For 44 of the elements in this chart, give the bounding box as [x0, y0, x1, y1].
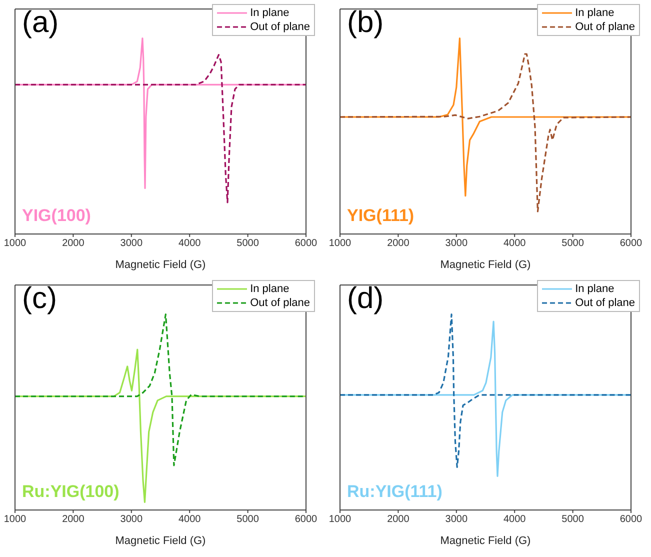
x-tick-label: 6000 — [294, 238, 318, 250]
x-tick-label: 2000 — [387, 238, 410, 250]
x-tick-label: 5000 — [562, 238, 584, 250]
legend-label: Out of plane — [575, 296, 635, 310]
x-tick-label: 3000 — [120, 238, 143, 250]
legend-label: Out of plane — [575, 20, 635, 34]
x-tick-label: 5000 — [236, 514, 260, 526]
x-tick-label: 4000 — [178, 238, 202, 250]
chart-title: (a) — [22, 6, 59, 40]
x-axis-title: Magnetic Field (G) — [440, 535, 531, 547]
annotation: Ru:YIG(100) — [22, 482, 120, 502]
x-tick-label: 5000 — [236, 238, 260, 250]
legend-label: In plane — [250, 6, 290, 20]
legend-label: In plane — [575, 282, 614, 296]
annotation: Ru:YIG(111) — [347, 482, 442, 502]
x-tick-label: 4000 — [503, 238, 526, 250]
x-axis-title: Magnetic Field (G) — [115, 259, 206, 271]
annotation: YIG(100) — [22, 206, 91, 226]
annotation: YIG(111) — [347, 206, 414, 226]
x-axis-title: Magnetic Field (G) — [440, 259, 531, 271]
legend-label: Out of plane — [250, 20, 310, 34]
x-tick-label: 2000 — [62, 238, 85, 250]
x-tick-label: 1000 — [328, 238, 352, 250]
x-tick-label: 3000 — [120, 514, 143, 526]
x-tick-label: 1000 — [328, 514, 352, 526]
legend-label: In plane — [250, 282, 290, 296]
x-axis-title: Magnetic Field (G) — [115, 535, 206, 547]
x-tick-label: 4000 — [503, 514, 526, 526]
chart-title: (c) — [22, 282, 57, 316]
x-tick-label: 3000 — [445, 238, 468, 250]
x-tick-label: 3000 — [445, 514, 468, 526]
chart-title: (b) — [347, 6, 384, 40]
legend-label: Out of plane — [250, 296, 310, 310]
x-tick-label: 2000 — [387, 514, 410, 526]
x-tick-label: 5000 — [562, 514, 584, 526]
x-tick-label: 1000 — [4, 514, 27, 526]
x-tick-label: 6000 — [620, 514, 643, 526]
x-tick-label: 6000 — [294, 514, 318, 526]
x-tick-label: 6000 — [620, 238, 643, 250]
legend-label: In plane — [575, 6, 614, 20]
x-tick-label: 1000 — [4, 238, 27, 250]
x-tick-label: 4000 — [178, 514, 202, 526]
chart-title: (d) — [347, 282, 384, 316]
x-tick-label: 2000 — [62, 514, 85, 526]
